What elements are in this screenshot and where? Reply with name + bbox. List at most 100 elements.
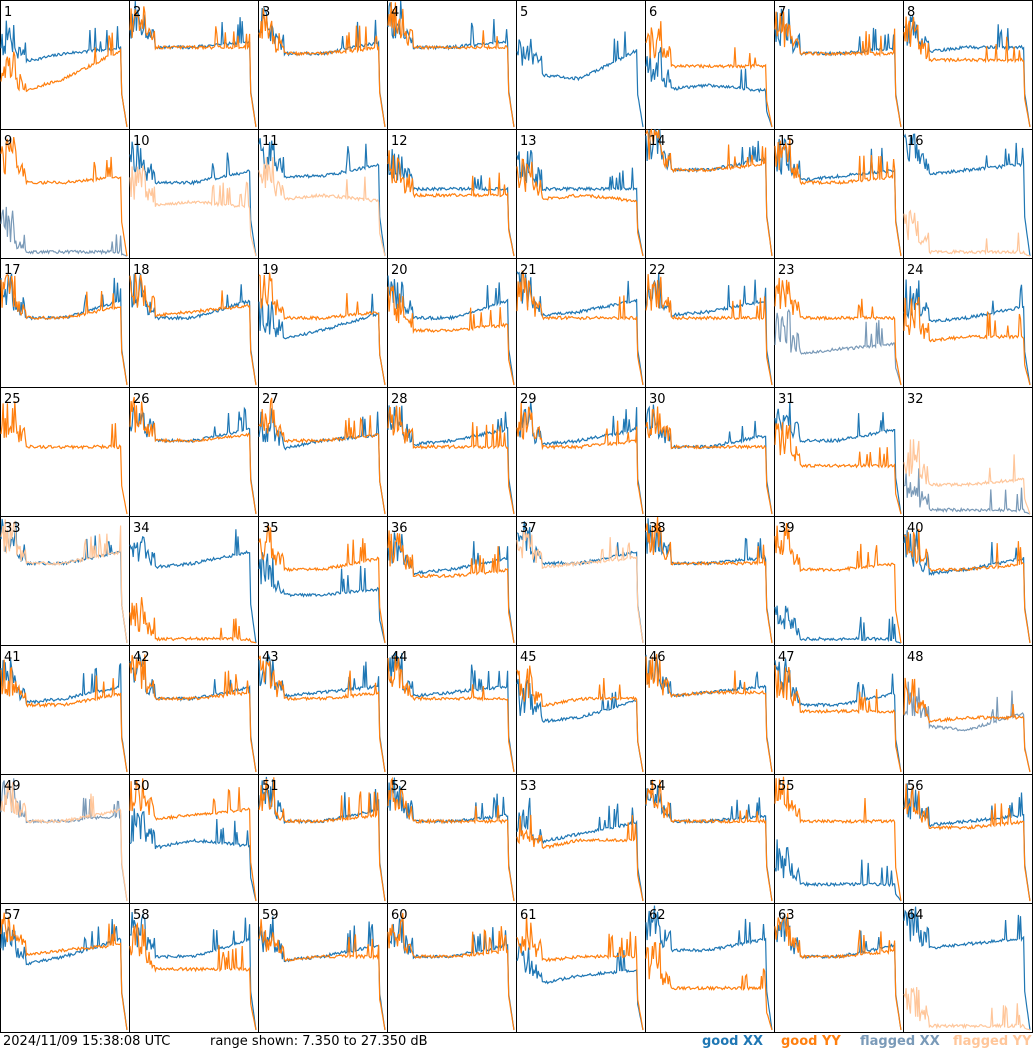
panel-57: 57 bbox=[0, 903, 130, 1033]
good-xx-series bbox=[516, 797, 644, 902]
flagged-xx-series bbox=[0, 206, 128, 257]
panel-28: 28 bbox=[387, 387, 517, 517]
footer: 2024/11/09 15:38:08 UTC range shown: 7.3… bbox=[0, 1033, 1033, 1053]
good-xx-series bbox=[645, 47, 773, 128]
good-yy-series bbox=[258, 8, 386, 128]
panel-label: 56 bbox=[907, 779, 924, 794]
panel-19: 19 bbox=[258, 258, 388, 388]
flagged-xx-series bbox=[774, 308, 902, 386]
panel-frame bbox=[387, 903, 517, 1033]
good-yy-series bbox=[645, 21, 773, 128]
panel-label: 37 bbox=[520, 521, 537, 536]
panel-63: 63 bbox=[774, 903, 904, 1033]
panel-label: 48 bbox=[907, 650, 924, 665]
panel-frame bbox=[0, 129, 130, 259]
panel-label: 19 bbox=[262, 263, 279, 278]
good-yy-series bbox=[516, 269, 644, 386]
panel-label: 13 bbox=[520, 134, 537, 149]
panel-frame bbox=[903, 0, 1033, 130]
panel-frame bbox=[516, 645, 646, 775]
good-yy-series bbox=[645, 517, 773, 644]
panel-frame bbox=[516, 387, 646, 517]
panel-label: 45 bbox=[520, 650, 537, 665]
panel-frame bbox=[903, 516, 1033, 646]
panel-33: 33 bbox=[0, 516, 130, 646]
good-yy-series bbox=[129, 6, 257, 128]
panel-label: 41 bbox=[4, 650, 21, 665]
good-yy-series bbox=[903, 16, 1031, 128]
good-yy-series bbox=[774, 913, 902, 1031]
panel-61: 61 bbox=[516, 903, 646, 1033]
panel-30: 30 bbox=[645, 387, 775, 517]
panel-25: 25 bbox=[0, 387, 130, 517]
good-yy-series bbox=[516, 814, 644, 902]
panel-label: 14 bbox=[649, 134, 666, 149]
panel-53: 53 bbox=[516, 774, 646, 904]
range-label: range shown: 7.350 to 27.350 dB bbox=[210, 1034, 428, 1049]
panel-7: 7 bbox=[774, 0, 904, 130]
panel-frame bbox=[774, 258, 904, 388]
good-yy-series bbox=[0, 659, 128, 773]
panel-frame bbox=[516, 0, 646, 130]
panel-frame bbox=[645, 516, 775, 646]
panel-frame bbox=[774, 903, 904, 1033]
good-yy-series bbox=[516, 402, 644, 515]
good-yy-series bbox=[387, 150, 515, 257]
good-yy-series bbox=[0, 912, 128, 1031]
panel-frame bbox=[645, 387, 775, 517]
good-xx-series bbox=[387, 651, 515, 773]
panel-20: 20 bbox=[387, 258, 517, 388]
panel-label: 42 bbox=[133, 650, 150, 665]
good-yy-series bbox=[387, 285, 515, 386]
good-yy-series bbox=[645, 779, 773, 902]
panel-label: 30 bbox=[649, 392, 666, 407]
good-xx-series bbox=[903, 906, 1031, 1031]
good-yy-series bbox=[258, 272, 386, 386]
panel-45: 45 bbox=[516, 645, 646, 775]
panel-frame bbox=[645, 774, 775, 904]
good-yy-series bbox=[387, 776, 515, 902]
panel-16: 16 bbox=[903, 129, 1033, 259]
good-yy-series bbox=[774, 11, 902, 128]
good-xx-series bbox=[258, 552, 386, 644]
good-yy-series bbox=[774, 422, 902, 515]
panel-label: 21 bbox=[520, 263, 537, 278]
legend-good-yy: good YY bbox=[781, 1034, 841, 1049]
panel-label: 17 bbox=[4, 263, 21, 278]
good-xx-series bbox=[129, 529, 257, 644]
good-yy-series bbox=[387, 655, 515, 773]
panel-54: 54 bbox=[645, 774, 775, 904]
panel-18: 18 bbox=[129, 258, 259, 388]
panel-64: 64 bbox=[903, 903, 1033, 1033]
panel-frame bbox=[774, 774, 904, 904]
panel-44: 44 bbox=[387, 645, 517, 775]
panel-label: 23 bbox=[778, 263, 795, 278]
panel-label: 64 bbox=[907, 908, 924, 923]
panel-56: 56 bbox=[903, 774, 1033, 904]
panel-label: 12 bbox=[391, 134, 408, 149]
panel-37: 37 bbox=[516, 516, 646, 646]
panel-43: 43 bbox=[258, 645, 388, 775]
panel-frame bbox=[645, 129, 775, 259]
panel-21: 21 bbox=[516, 258, 646, 388]
legend-good-xx: good XX bbox=[702, 1034, 764, 1049]
panel-14: 14 bbox=[645, 128, 775, 259]
good-xx-series bbox=[258, 293, 386, 386]
panel-label: 8 bbox=[907, 5, 915, 20]
panel-label: 2 bbox=[133, 5, 141, 20]
panel-frame bbox=[387, 516, 517, 646]
panel-label: 39 bbox=[778, 521, 795, 536]
panel-4: 4 bbox=[387, 0, 517, 130]
panel-label: 60 bbox=[391, 908, 408, 923]
panel-label: 40 bbox=[907, 521, 924, 536]
panel-23: 23 bbox=[774, 258, 904, 388]
panel-50: 50 bbox=[129, 774, 259, 904]
good-xx-series bbox=[516, 943, 644, 1031]
good-yy-series bbox=[516, 915, 644, 1031]
panel-10: 10 bbox=[129, 129, 259, 259]
legend-flagged-yy: flagged YY bbox=[953, 1034, 1032, 1049]
good-yy-series bbox=[516, 665, 644, 773]
panel-49: 49 bbox=[0, 774, 130, 904]
panel-label: 33 bbox=[4, 521, 21, 536]
